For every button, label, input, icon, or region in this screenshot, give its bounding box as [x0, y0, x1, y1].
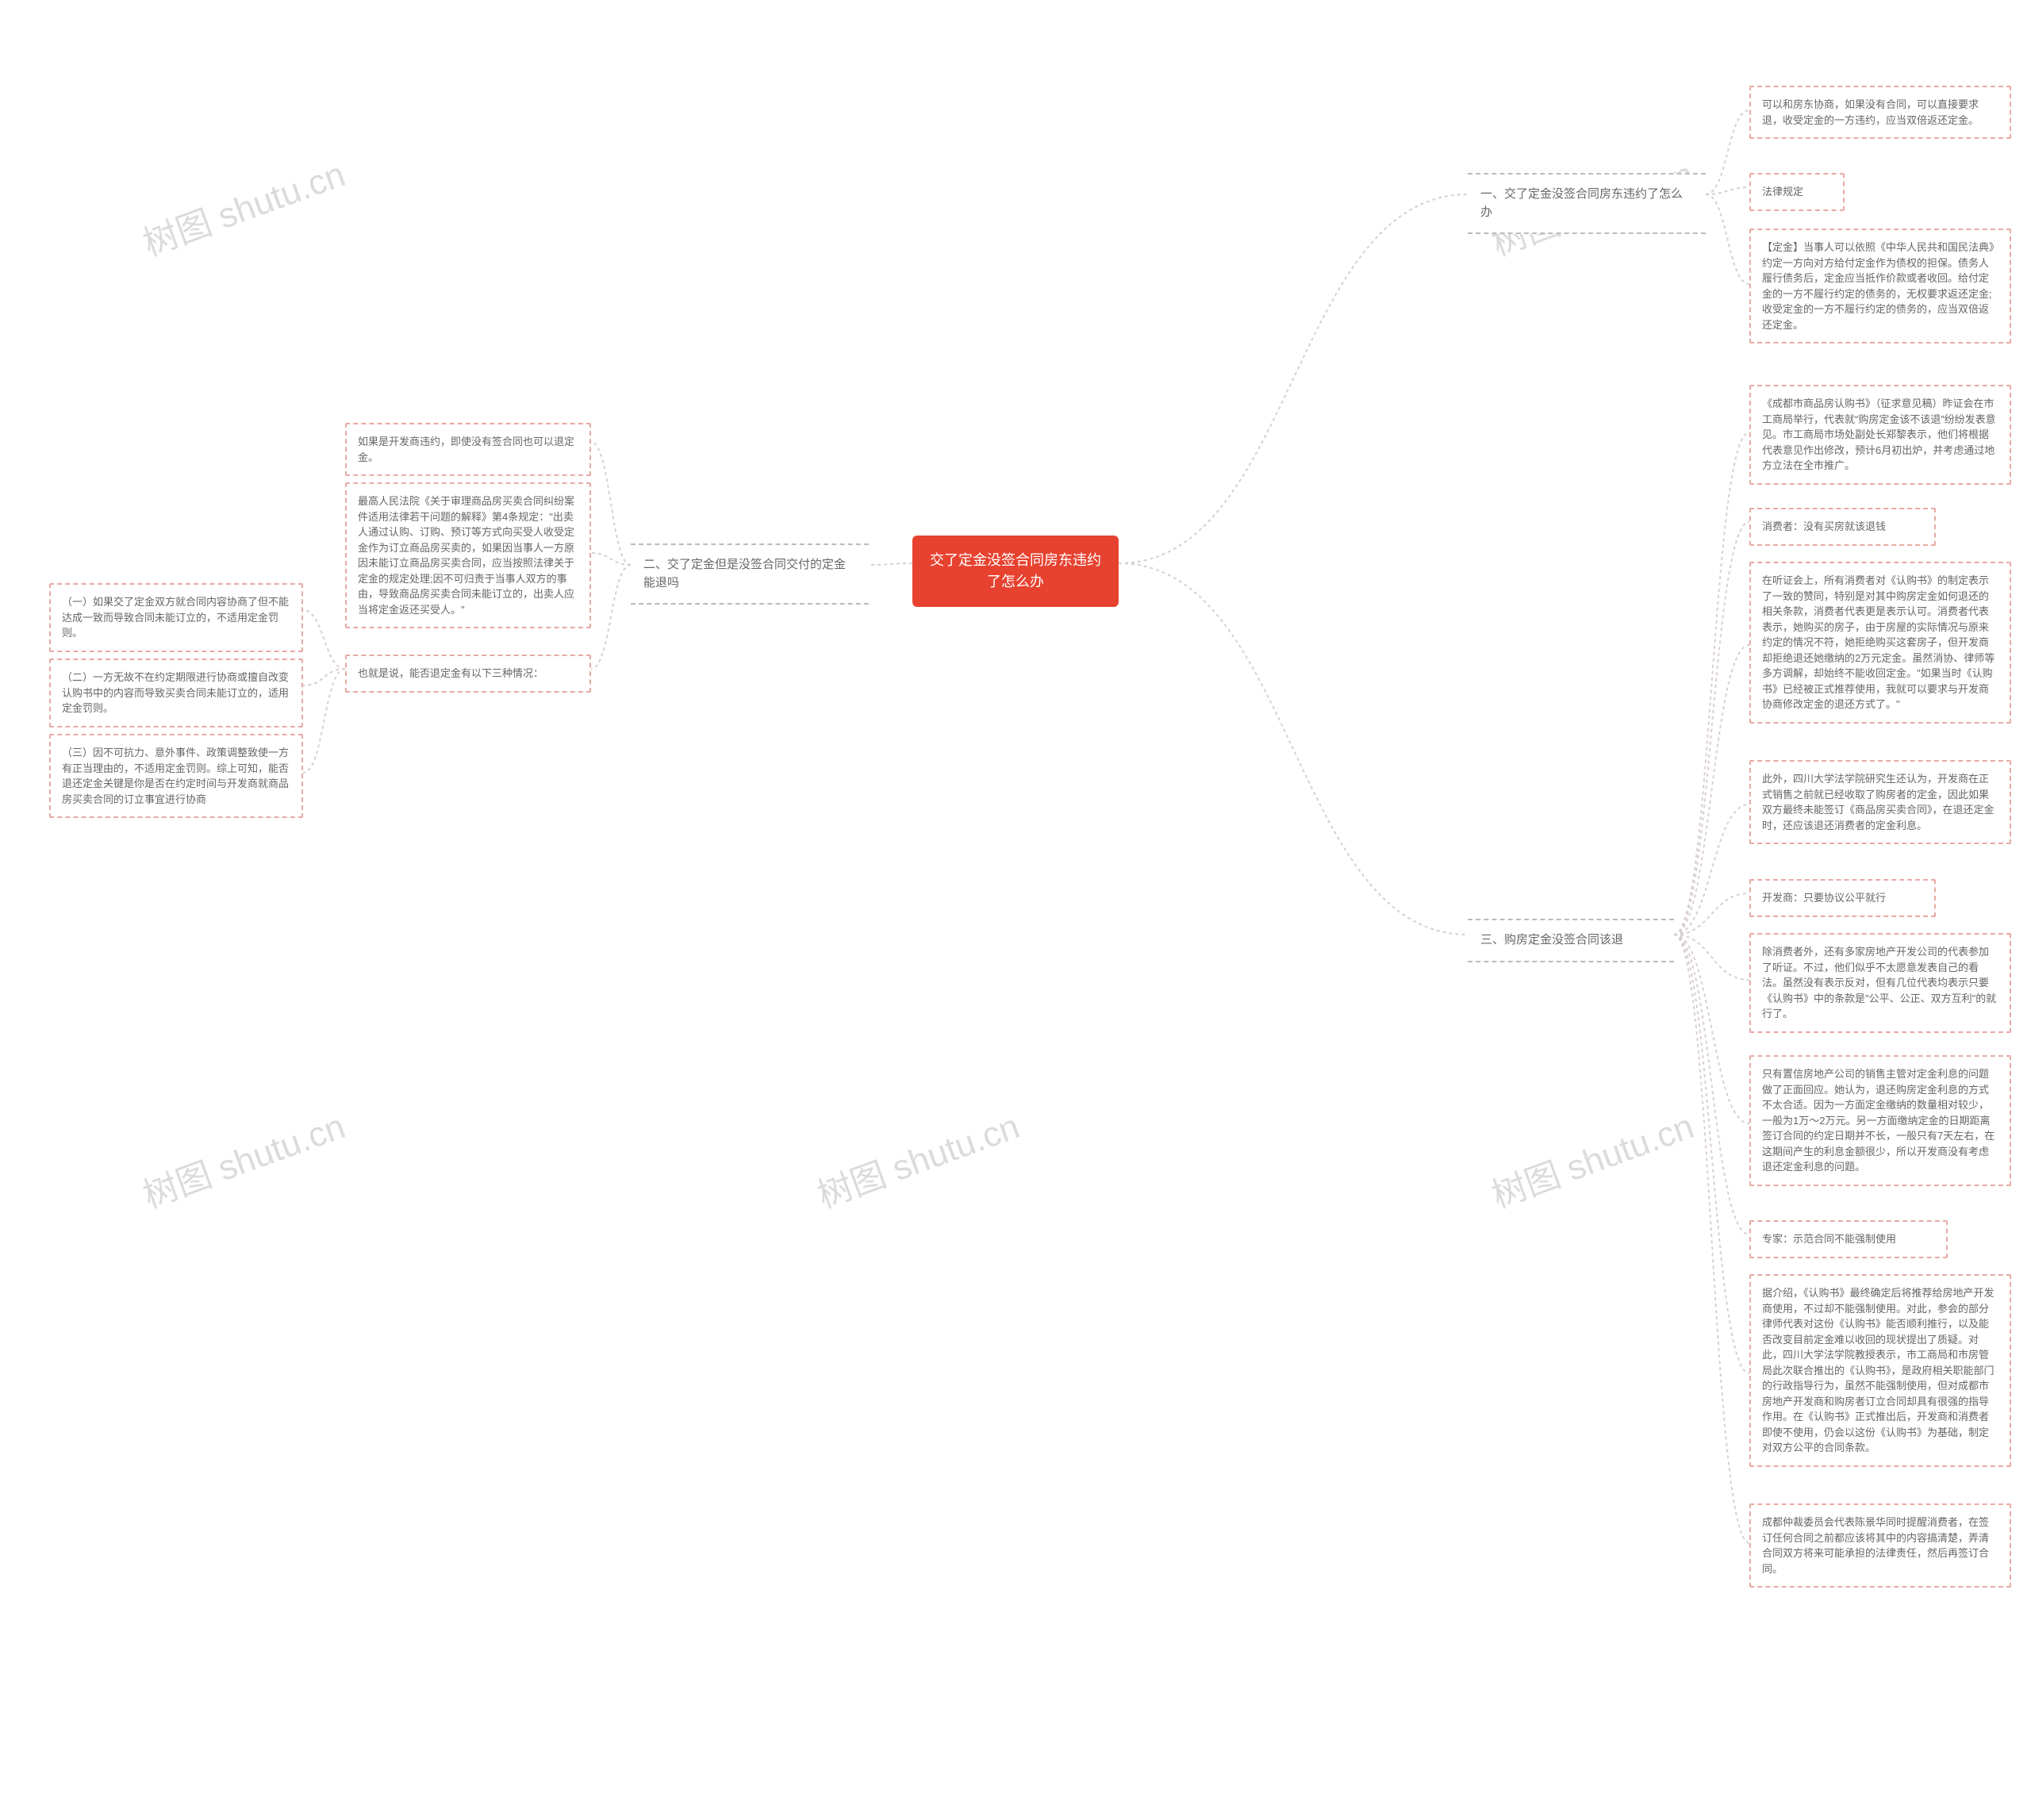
leaf-node[interactable]: （二）一方无故不在约定期限进行协商或擅自改变认购书中的内容而导致买卖合同未能订立… — [49, 659, 303, 728]
branch-node[interactable]: 三、购房定金没签合同该退 — [1468, 919, 1674, 962]
leaf-node[interactable]: （三）因不可抗力、意外事件、政策调整致使一方有正当理由的，不适用定金罚则。综上可… — [49, 734, 303, 818]
leaf-node[interactable]: 《成都市商品房认购书》（征求意见稿）昨证会在市工商局举行，代表就“购房定金该不该… — [1749, 385, 2011, 485]
root-node[interactable]: 交了定金没签合同房东违约了怎么办 — [912, 536, 1119, 607]
branch-node[interactable]: 二、交了定金但是没签合同交付的定金能退吗 — [631, 543, 869, 605]
watermark: 树图 shutu.cn — [1484, 1098, 1699, 1218]
leaf-node[interactable]: 最高人民法院《关于审理商品房买卖合同纠纷案件适用法律若干问题的解释》第4条规定：… — [345, 482, 591, 628]
leaf-node[interactable]: （一）如果交了定金双方就合同内容协商了但不能达成一致而导致合同未能订立的，不适用… — [49, 583, 303, 652]
leaf-node[interactable]: 也就是说，能否退定金有以下三种情况： — [345, 655, 591, 693]
leaf-node[interactable]: 可以和房东协商，如果没有合同，可以直接要求退，收受定金的一方违约，应当双倍返还定… — [1749, 86, 2011, 139]
mindmap-canvas: 树图 shutu.cn 树图 shutu.cn 树图 shutu.cn 树图 shut… — [0, 0, 2031, 1820]
leaf-node[interactable]: 此外，四川大学法学院研究生还认为，开发商在正式销售之前就已经收取了购房者的定金，… — [1749, 760, 2011, 844]
watermark: 树图 shutu.cn — [135, 1098, 351, 1218]
watermark: 树图 shutu.cn — [809, 1098, 1025, 1218]
leaf-node[interactable]: 如果是开发商违约，即使没有签合同也可以退定金。 — [345, 423, 591, 476]
leaf-node[interactable]: 【定金】当事人可以依照《中华人民共和国民法典》约定一方向对方给付定金作为债权的担… — [1749, 228, 2011, 344]
leaf-node[interactable]: 除消费者外，还有多家房地产开发公司的代表参加了听证。不过，他们似乎不太愿意发表自… — [1749, 933, 2011, 1033]
connector-layer — [0, 0, 2031, 1820]
leaf-node[interactable]: 消费者：没有买房就该退钱 — [1749, 508, 1936, 546]
leaf-node[interactable]: 成都仲裁委员会代表陈景华同时提醒消费者，在签订任何合同之前都应该将其中的内容搞清… — [1749, 1503, 2011, 1588]
branch-node[interactable]: 一、交了定金没签合同房东违约了怎么办 — [1468, 173, 1706, 234]
leaf-node[interactable]: 专家：示范合同不能强制使用 — [1749, 1220, 1948, 1258]
watermark: 树图 shutu.cn — [135, 146, 351, 266]
leaf-node[interactable]: 法律规定 — [1749, 173, 1845, 211]
leaf-node[interactable]: 开发商：只要协议公平就行 — [1749, 879, 1936, 917]
leaf-node[interactable]: 在听证会上，所有消费者对《认购书》的制定表示了一致的赞同，特别是对其中购房定金如… — [1749, 562, 2011, 724]
leaf-node[interactable]: 据介绍，《认购书》最终确定后将推荐给房地产开发商使用，不过却不能强制使用。对此，… — [1749, 1274, 2011, 1467]
leaf-node[interactable]: 只有置信房地产公司的销售主管对定金利息的问题做了正面回应。她认为，退还购房定金利… — [1749, 1055, 2011, 1186]
